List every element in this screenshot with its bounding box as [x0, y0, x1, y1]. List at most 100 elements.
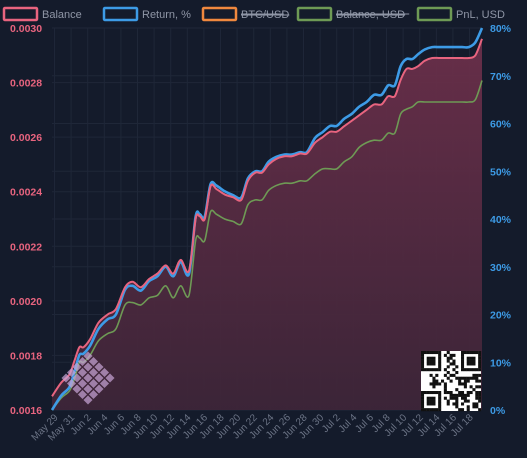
qr-finder-cell — [438, 405, 442, 409]
qr-finder-cell — [423, 391, 427, 395]
qr-cell — [429, 373, 433, 377]
qr-finder-cell — [432, 362, 436, 366]
qr-cell — [455, 399, 459, 403]
qr-code-icon — [421, 351, 482, 412]
qr-cell — [435, 382, 439, 386]
y-right-tick-label: 50% — [490, 166, 512, 178]
qr-finder-cell — [426, 362, 430, 366]
qr-finder-cell — [426, 402, 430, 406]
y-left-tick-label: 0.0030 — [10, 23, 42, 35]
qr-cell — [441, 379, 445, 383]
y-right-tick-label: 80% — [490, 23, 512, 35]
qr-cell — [455, 371, 459, 375]
qr-finder-cell — [426, 399, 430, 403]
qr-finder-cell — [432, 399, 436, 403]
legend-item[interactable]: Return, % — [102, 6, 191, 22]
qr-finder-cell — [461, 351, 465, 355]
qr-finder-cell — [421, 408, 425, 412]
qr-finder-cell — [466, 368, 470, 372]
qr-finder-cell — [423, 351, 427, 355]
qr-finder-cell — [432, 351, 436, 355]
qr-cell — [469, 391, 473, 395]
qr-finder-cell — [478, 365, 482, 369]
qr-finder-cell — [461, 365, 465, 369]
y-right-tick-label: 40% — [490, 214, 512, 226]
qr-cell — [472, 405, 476, 409]
qr-finder-cell — [421, 396, 425, 400]
qr-cell — [443, 396, 447, 400]
qr-finder-cell — [429, 359, 433, 363]
qr-finder-cell — [478, 351, 482, 355]
qr-finder-cell — [478, 356, 482, 360]
qr-finder-cell — [435, 368, 439, 372]
qr-cell — [475, 391, 479, 395]
qr-finder-cell — [421, 356, 425, 360]
legend-item[interactable]: PnL, USD — [416, 6, 505, 22]
qr-cell — [463, 399, 467, 403]
qr-finder-cell — [432, 402, 436, 406]
qr-cell — [455, 402, 459, 406]
qr-cell — [452, 362, 456, 366]
qr-finder-cell — [435, 351, 439, 355]
qr-cell — [458, 376, 462, 380]
qr-cell — [449, 391, 453, 395]
qr-cell — [432, 382, 436, 386]
qr-finder-cell — [421, 365, 425, 369]
qr-cell — [443, 373, 447, 377]
qr-cell — [452, 353, 456, 357]
qr-cell — [458, 382, 462, 386]
series-line-pnl-usd — [51, 80, 483, 411]
qr-finder-cell — [429, 356, 433, 360]
qr-finder-cell — [469, 356, 473, 360]
qr-cell — [475, 396, 479, 400]
qr-cell — [461, 376, 465, 380]
qr-cell — [432, 385, 436, 389]
qr-finder-cell — [429, 399, 433, 403]
qr-finder-cell — [461, 356, 465, 360]
qr-finder-cell — [478, 362, 482, 366]
qr-finder-cell — [429, 396, 433, 400]
qr-finder-cell — [469, 351, 473, 355]
qr-finder-cell — [469, 362, 473, 366]
legend-item[interactable]: Balance, USD — [296, 6, 410, 22]
qr-cell — [466, 408, 470, 412]
qr-finder-cell — [475, 351, 479, 355]
qr-cell — [472, 402, 476, 406]
qr-finder-cell — [466, 356, 470, 360]
qr-finder-cell — [421, 368, 425, 372]
qr-cell — [452, 393, 456, 397]
qr-finder-cell — [469, 359, 473, 363]
qr-cell — [461, 393, 465, 397]
qr-finder-cell — [421, 399, 425, 403]
qr-cell — [475, 405, 479, 409]
qr-cell — [449, 356, 453, 360]
qr-finder-cell — [421, 391, 425, 395]
qr-cell — [475, 379, 479, 383]
qr-finder-cell — [426, 396, 430, 400]
qr-cell — [458, 408, 462, 412]
qr-cell — [458, 393, 462, 397]
series-line-balance — [51, 38, 483, 397]
legend-item[interactable]: BTC/USD — [201, 6, 289, 22]
qr-cell — [446, 402, 450, 406]
qr-cell — [449, 393, 453, 397]
qr-cell — [463, 385, 467, 389]
area-layer — [52, 38, 482, 410]
legend-swatch — [201, 6, 238, 22]
y-left-tick-label: 0.0024 — [10, 187, 42, 199]
qr-cell — [446, 351, 450, 355]
y-right-tick-label: 20% — [490, 310, 512, 322]
qr-finder-cell — [423, 368, 427, 372]
y-right-tick-label: 10% — [490, 357, 512, 369]
qr-finder-cell — [472, 368, 476, 372]
y-left-tick-label: 0.0018 — [10, 350, 42, 362]
qr-cell — [463, 379, 467, 383]
qr-cell — [435, 379, 439, 383]
qr-cell — [446, 371, 450, 375]
qr-cell — [452, 396, 456, 400]
legend-item[interactable]: Balance — [2, 6, 82, 22]
qr-cell — [446, 399, 450, 403]
qr-cell — [472, 376, 476, 380]
qr-finder-cell — [421, 405, 425, 409]
